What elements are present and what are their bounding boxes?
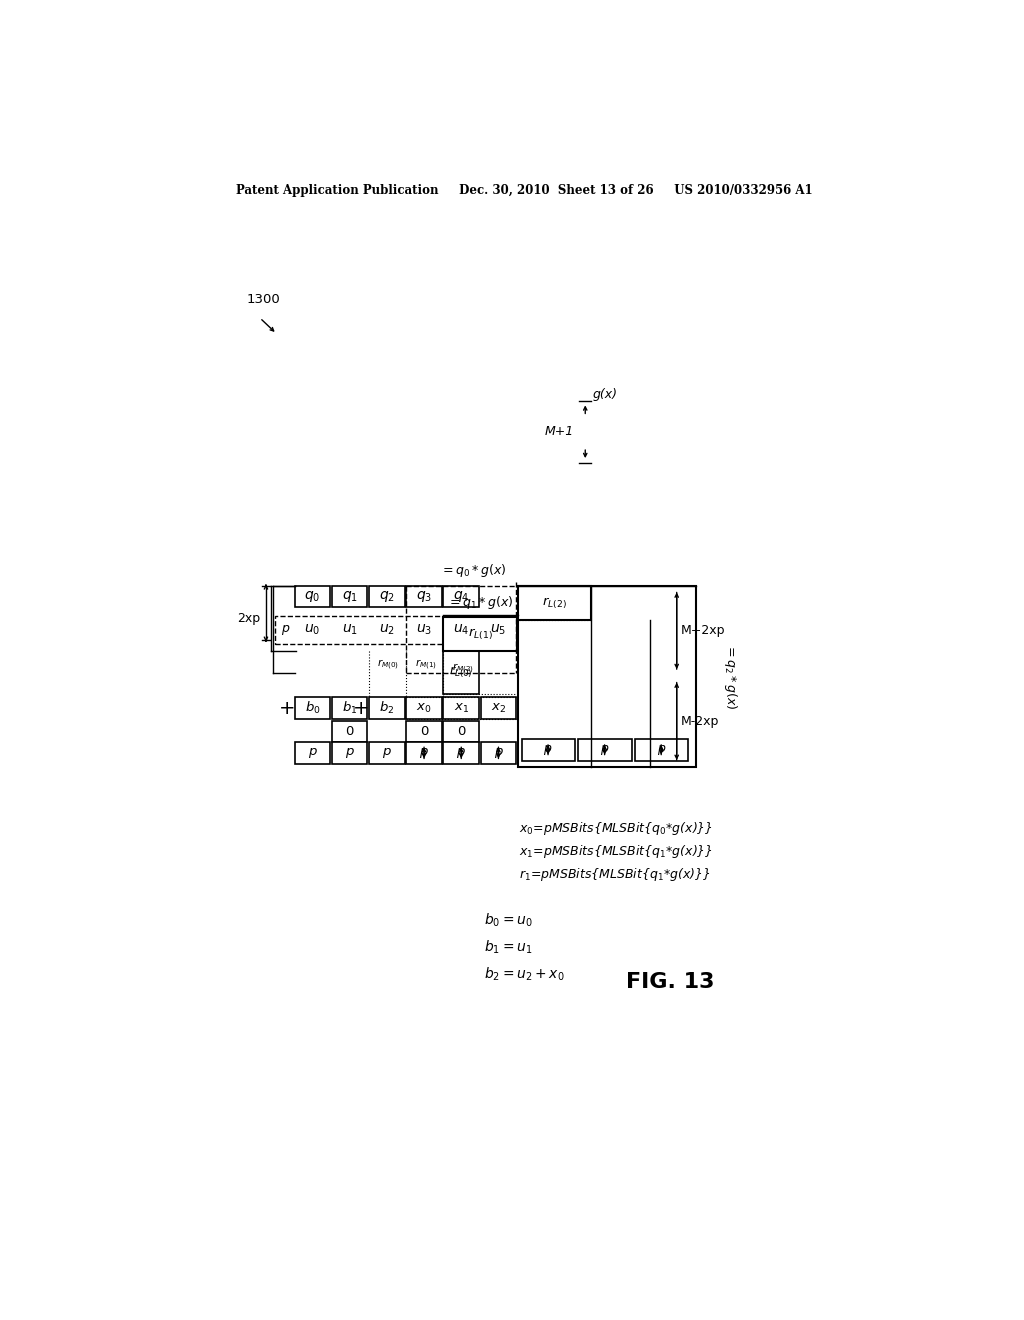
Text: $r_1$=pMSBits{MLSBit{$q_1$*g(x)}}: $r_1$=pMSBits{MLSBit{$q_1$*g(x)}} [519, 866, 711, 883]
Bar [521, 739, 575, 760]
Bar [369, 697, 404, 719]
Text: $=q_1*g(x)$: $=q_1*g(x)$ [447, 594, 513, 611]
Text: $r_{M(1)}$: $r_{M(1)}$ [415, 657, 436, 672]
Bar [443, 616, 517, 651]
Text: $p$: $p$ [457, 746, 466, 760]
Text: $p$: $p$ [281, 623, 290, 636]
Text: $p$: $p$ [307, 746, 317, 760]
Text: $r_{M(2)}$: $r_{M(2)}$ [452, 661, 474, 676]
Bar [332, 721, 368, 742]
Bar [407, 586, 442, 607]
Text: $p$: $p$ [382, 746, 392, 760]
Text: $p$: $p$ [656, 743, 666, 756]
Bar [332, 742, 368, 763]
Bar [407, 697, 442, 719]
Text: $x_0$: $x_0$ [417, 702, 432, 714]
Text: $q_4$: $q_4$ [453, 589, 469, 605]
Bar [480, 697, 516, 719]
Text: $u_3$: $u_3$ [416, 623, 432, 636]
Text: $p$: $p$ [494, 746, 504, 760]
Text: $r_{L(1)}$: $r_{L(1)}$ [468, 626, 493, 642]
Bar [518, 586, 696, 767]
Text: FIG. 13: FIG. 13 [627, 973, 715, 993]
Text: $p$: $p$ [345, 746, 354, 760]
Text: +: + [353, 698, 370, 718]
Text: 2xp: 2xp [237, 611, 260, 624]
Text: $q_1$: $q_1$ [342, 589, 357, 605]
Text: M+2xp: M+2xp [681, 624, 725, 638]
Bar [480, 619, 516, 640]
Text: M+1: M+1 [545, 425, 573, 438]
Text: $x_2$: $x_2$ [490, 702, 506, 714]
Bar [443, 697, 479, 719]
Text: 0: 0 [457, 725, 466, 738]
Text: $b_1=u_1$: $b_1=u_1$ [484, 939, 532, 957]
Bar [443, 649, 479, 694]
Text: $b_2$: $b_2$ [379, 700, 394, 717]
Bar [443, 742, 479, 763]
Text: $u_1$: $u_1$ [342, 623, 357, 636]
Text: $p$: $p$ [600, 743, 609, 756]
Text: $x_0$=pMSBits{MLSBit{$q_0$*g(x)}}: $x_0$=pMSBits{MLSBit{$q_0$*g(x)}} [519, 820, 714, 837]
Text: $=q_0*g(x)$: $=q_0*g(x)$ [439, 562, 506, 579]
Bar [369, 619, 404, 640]
Bar [332, 619, 368, 640]
Text: Patent Application Publication     Dec. 30, 2010  Sheet 13 of 26     US 2010/033: Patent Application Publication Dec. 30, … [237, 185, 813, 197]
Text: 0: 0 [345, 725, 354, 738]
Bar [407, 619, 442, 640]
Text: $b_2=u_2+x_0$: $b_2=u_2+x_0$ [484, 966, 565, 983]
Bar [295, 697, 331, 719]
Bar [635, 739, 688, 760]
Bar [443, 721, 479, 742]
Text: M-2xp: M-2xp [681, 714, 719, 727]
Text: $x_1$: $x_1$ [454, 702, 469, 714]
Bar [443, 619, 479, 640]
Bar [369, 742, 404, 763]
Text: +: + [279, 698, 295, 718]
Bar [443, 586, 479, 607]
Bar [369, 586, 404, 607]
Text: $b_0=u_0$: $b_0=u_0$ [484, 912, 534, 929]
Text: $q_2$: $q_2$ [379, 589, 395, 605]
Bar [295, 742, 331, 763]
Text: $q_0$: $q_0$ [304, 589, 321, 605]
Bar [407, 721, 442, 742]
Text: $x_1$=pMSBits{MLSBit{$q_1$*g(x)}}: $x_1$=pMSBits{MLSBit{$q_1$*g(x)}} [519, 843, 714, 859]
Text: $r_{L(2)}$: $r_{L(2)}$ [542, 595, 567, 611]
Text: $p$: $p$ [544, 743, 553, 756]
Text: $u_5$: $u_5$ [490, 623, 507, 636]
Text: $r_{L(0)}$: $r_{L(0)}$ [450, 664, 473, 680]
Text: $p$: $p$ [419, 746, 429, 760]
Bar [480, 742, 516, 763]
Bar [332, 697, 368, 719]
Text: $=q_2*g(x)$: $=q_2*g(x)$ [723, 643, 739, 709]
Text: $u_2$: $u_2$ [379, 623, 395, 636]
Text: $u_4$: $u_4$ [453, 623, 469, 636]
Text: $b_1$: $b_1$ [342, 700, 357, 717]
Bar [332, 586, 368, 607]
Text: $q_3$: $q_3$ [416, 589, 432, 605]
Bar [518, 586, 592, 620]
Bar [295, 586, 331, 607]
Text: g(x): g(x) [593, 388, 618, 401]
Bar [407, 742, 442, 763]
Bar [275, 615, 520, 644]
Text: $b_0$: $b_0$ [304, 700, 321, 717]
Text: 1300: 1300 [247, 293, 281, 306]
Text: 0: 0 [420, 725, 428, 738]
Bar [278, 619, 293, 640]
Bar [579, 739, 632, 760]
Bar [295, 619, 331, 640]
Text: $u_0$: $u_0$ [304, 623, 321, 636]
Text: $r_{M(0)}$: $r_{M(0)}$ [377, 657, 399, 672]
